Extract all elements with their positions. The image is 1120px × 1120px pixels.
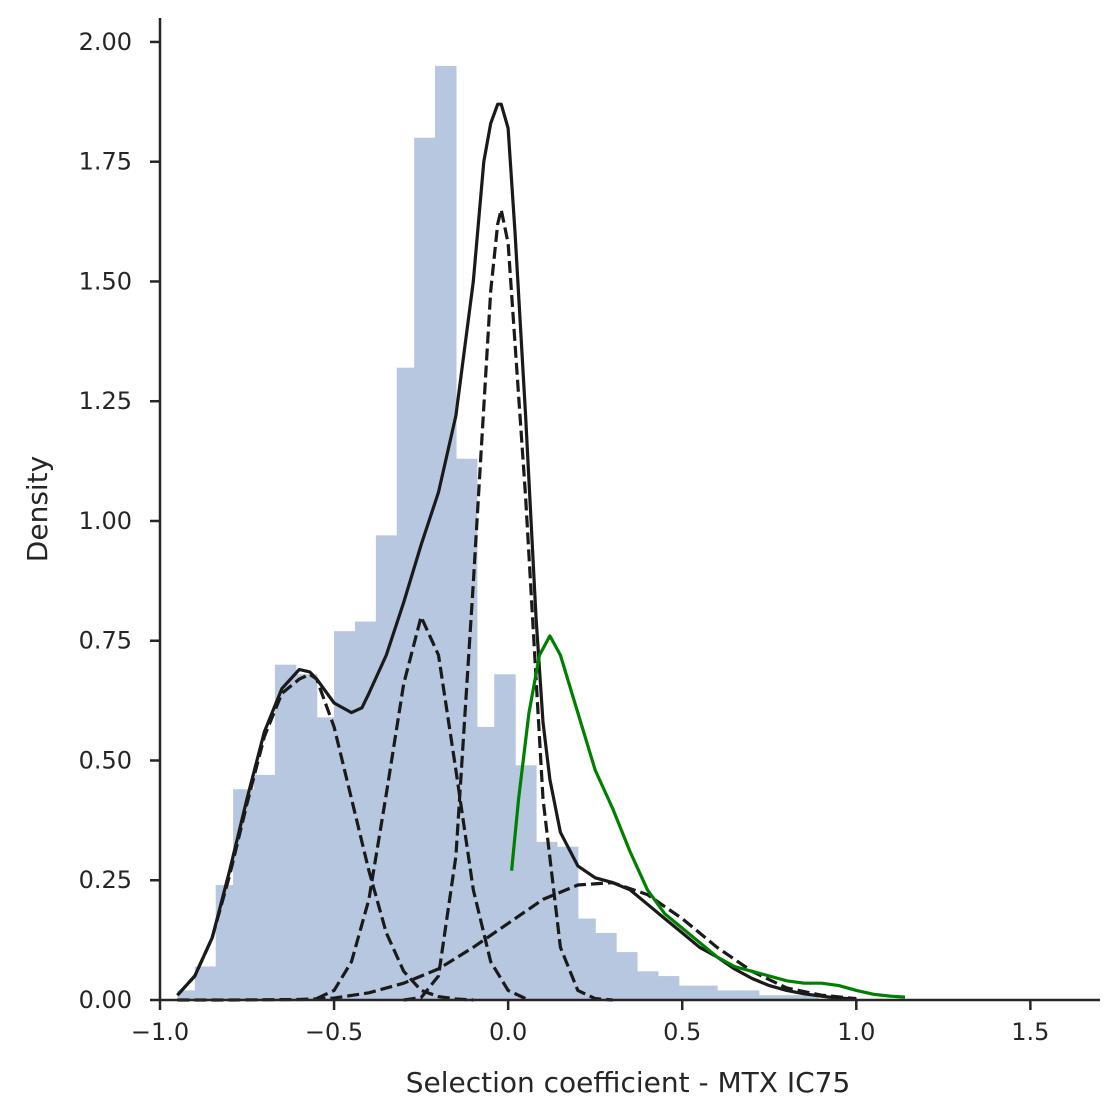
histogram-bar [636,971,659,1000]
histogram-bar [678,985,697,1000]
histogram-bar [254,774,276,1000]
histogram-bar [616,952,638,1000]
histogram-bar [215,885,234,1000]
histogram-bar [556,846,579,1000]
green-density-curve [510,634,906,999]
density-curves [176,102,906,1002]
histogram-bar [316,717,335,1000]
y-tick-label: 0.75 [79,627,132,655]
component-density-curve [403,208,613,1002]
histogram-bar [476,726,495,1000]
histogram-bar [696,985,718,1000]
histogram-bar [396,367,415,1000]
histogram-bar [177,990,196,1000]
x-tick-label: 0.0 [489,1018,527,1046]
histogram-bars [177,65,819,1000]
histogram-bar [274,664,297,1000]
y-tick-label: 0.00 [79,986,132,1014]
histogram-bar [233,789,255,1000]
y-ticks: 0.00 0.25 0.50 0.75 1.00 1.25 1.50 1.75 2.00 [79,28,160,1014]
histogram-bar [717,990,739,1000]
histogram-bar [494,674,516,1000]
y-tick-label: 1.75 [79,148,132,176]
y-axis-label: Density [21,456,54,562]
histogram-bar [515,765,537,1000]
component-density-curve [176,672,474,1002]
histogram-bar [414,137,436,1000]
histogram-bar [334,631,356,1000]
histogram-bar [295,674,318,1000]
histogram-bar [375,535,398,1000]
axes [158,18,1100,1002]
component-density-curve [316,615,527,1001]
histogram-bar [779,995,798,1000]
histogram-bar [455,458,478,1000]
x-axis-label: Selection coefficient - MTX IC75 [406,1066,851,1099]
y-tick-label: 1.50 [79,267,132,295]
histogram-bar [354,621,377,1000]
histogram-bar [577,918,596,1000]
y-tick-label: 1.00 [79,507,132,535]
y-tick-label: 1.25 [79,387,132,415]
histogram-bar [595,932,617,1000]
x-tick-label: −1.0 [131,1018,189,1046]
y-tick-label: 2.00 [79,28,132,56]
x-tick-label: −0.5 [305,1018,363,1046]
x-ticks: −1.0 −0.5 0.0 0.5 1.0 1.5 [131,1000,1049,1046]
y-tick-label: 0.25 [79,866,132,894]
histogram-bar [657,976,680,1000]
histogram-bar [536,841,558,1000]
histogram-bar [435,65,457,1000]
histogram-bar [797,995,819,1000]
x-tick-label: 1.5 [1011,1018,1049,1046]
x-tick-label: 0.5 [663,1018,701,1046]
y-tick-label: 0.50 [79,746,132,774]
histogram-bar [758,995,781,1000]
histogram-bar [194,966,217,1000]
x-tick-label: 1.0 [837,1018,875,1046]
histogram-bar [737,990,760,1000]
